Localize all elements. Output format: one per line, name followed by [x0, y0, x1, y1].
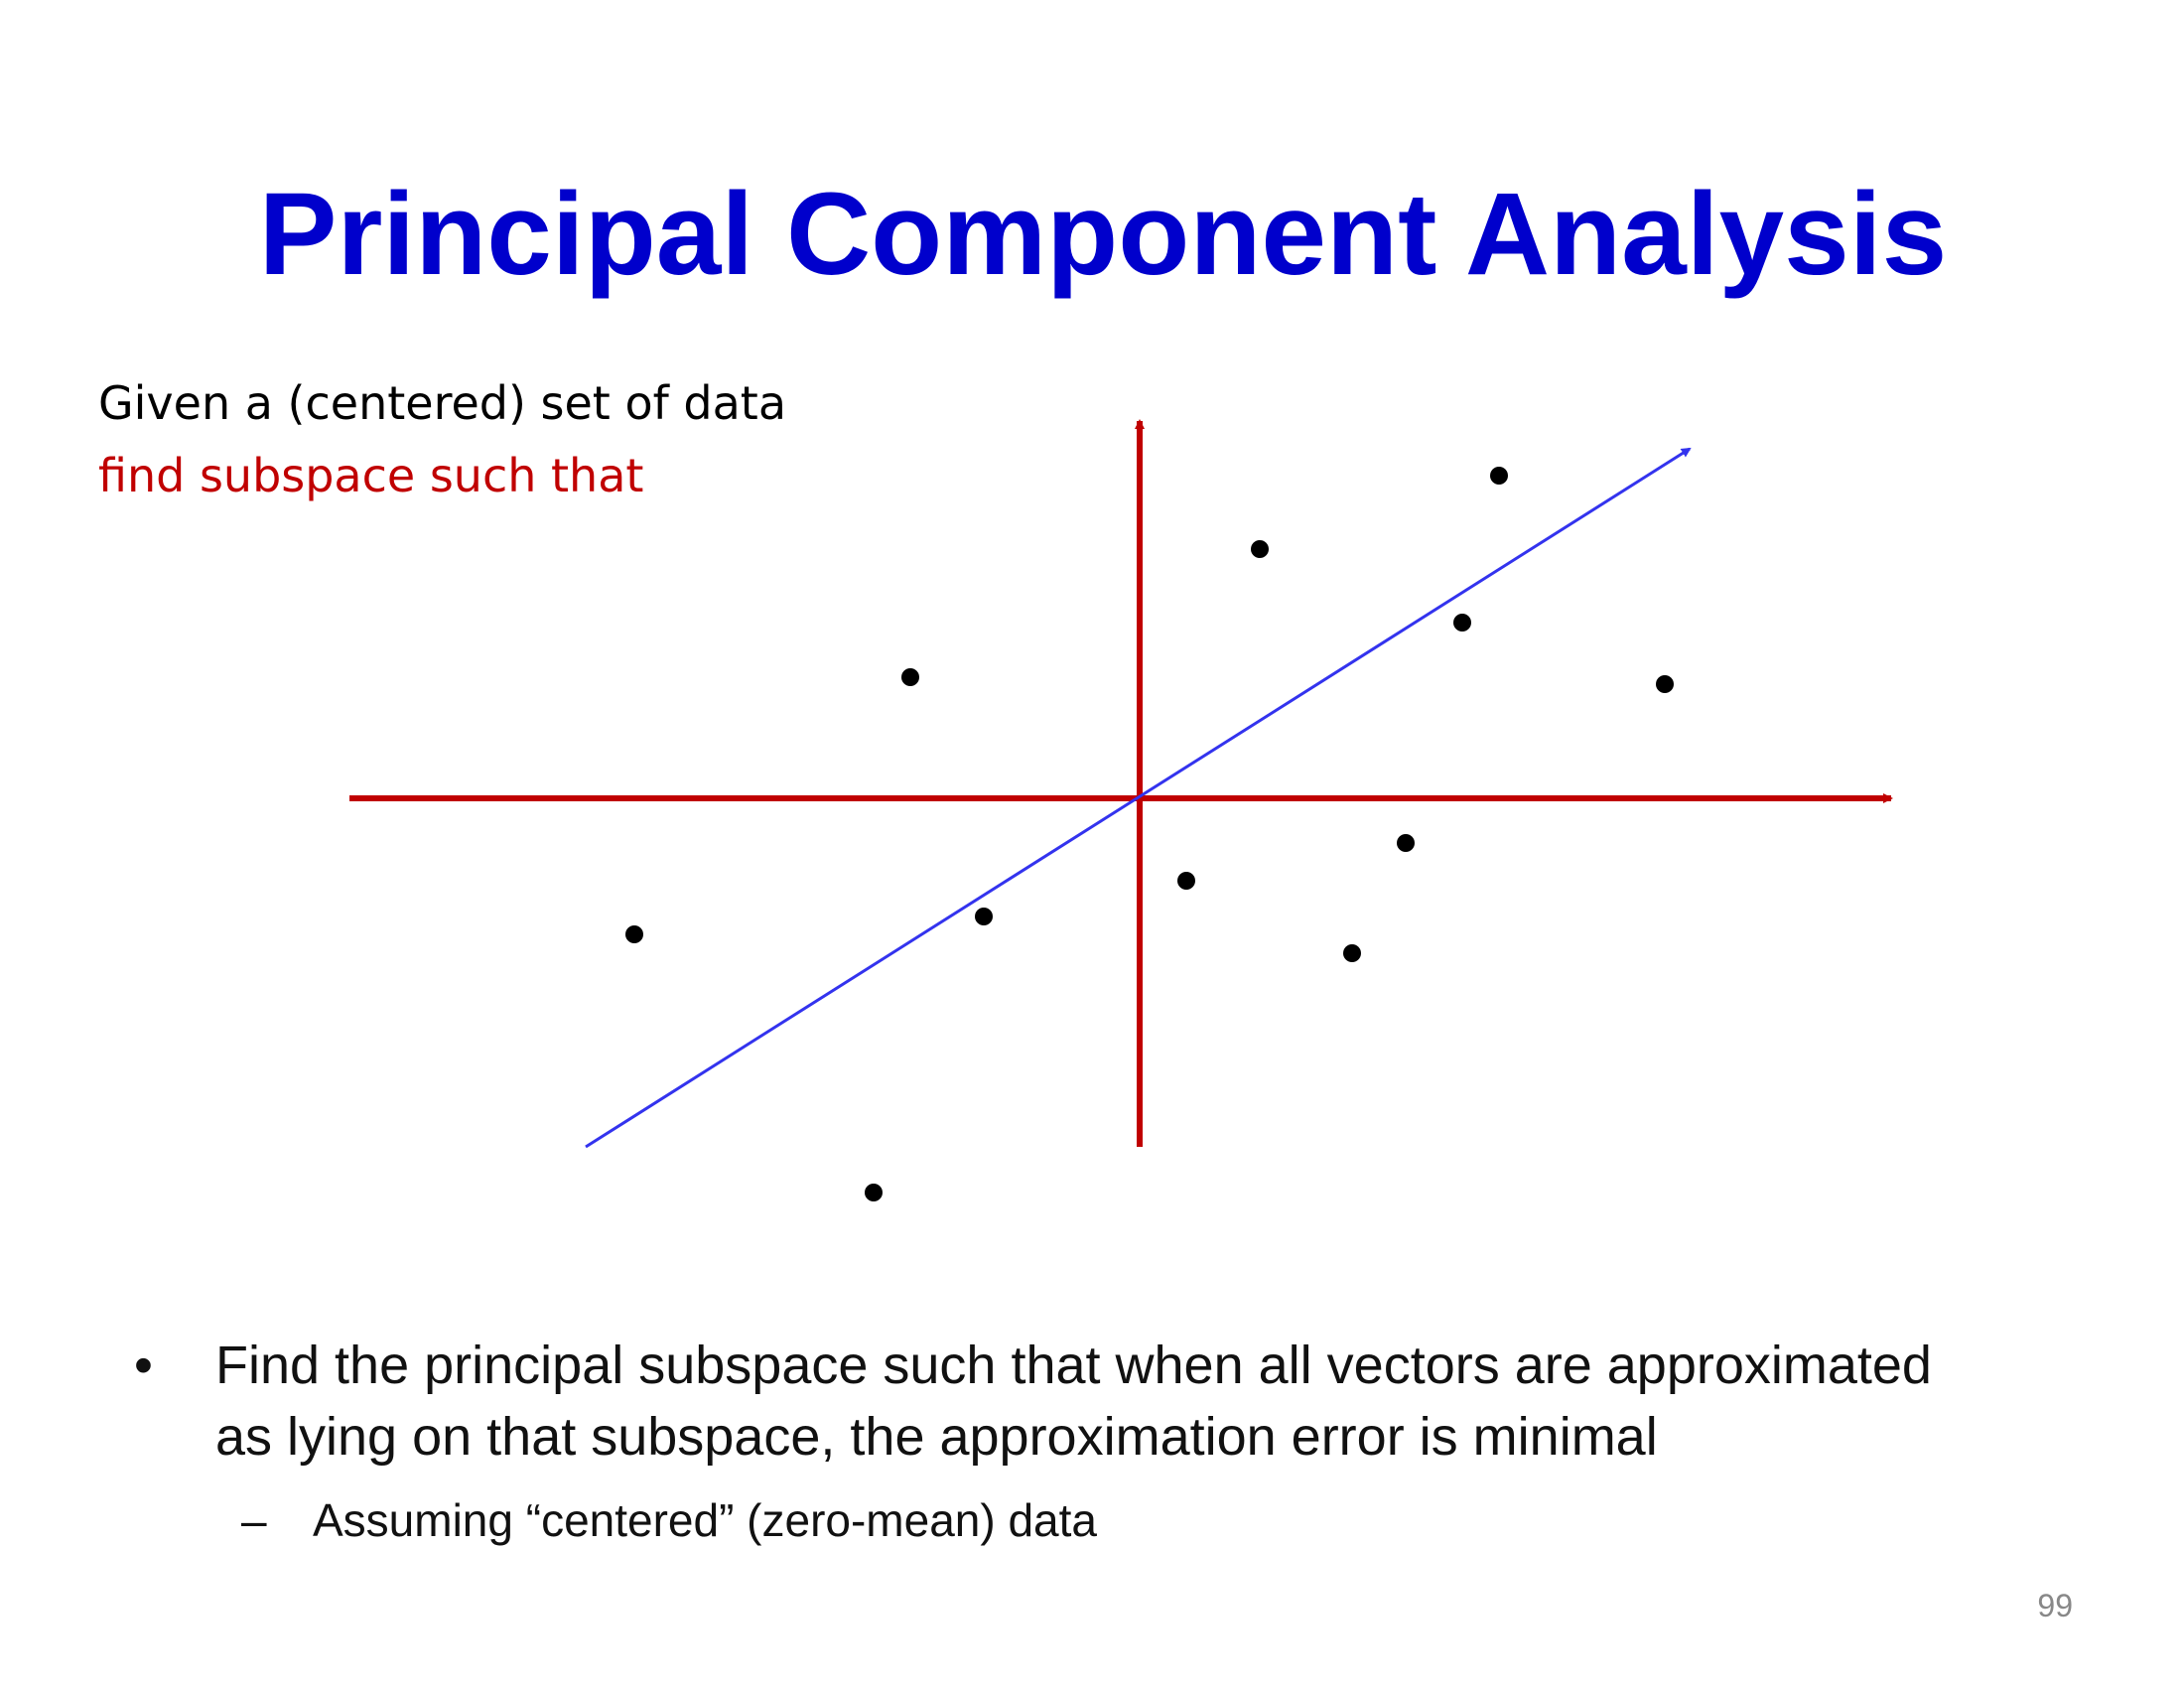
- principal-direction: [585, 447, 1692, 1149]
- point: [1251, 540, 1269, 558]
- point: [1397, 834, 1415, 852]
- title: Principal Component Analysis: [259, 169, 1947, 300]
- point: [1177, 872, 1195, 890]
- data-points: [625, 467, 1674, 1201]
- bullet-marker: •: [134, 1336, 153, 1395]
- page-number: 99: [2037, 1588, 2073, 1623]
- bullet-text: as lying on that subspace, the approxima…: [215, 1407, 1658, 1467]
- point: [625, 925, 643, 943]
- intro-line: find subspace such that: [98, 449, 643, 502]
- point: [901, 668, 919, 686]
- point: [975, 908, 993, 925]
- point: [1453, 614, 1471, 632]
- point: [1656, 675, 1674, 693]
- point: [1490, 467, 1508, 485]
- point: [1343, 944, 1361, 962]
- intro-line: Given a (centered) set of data: [98, 376, 786, 430]
- sub-bullet-text: Assuming “centered” (zero-mean) data: [313, 1494, 1097, 1546]
- point: [865, 1184, 883, 1201]
- sub-bullet-marker: –: [241, 1494, 267, 1546]
- diagram: [349, 419, 1893, 1201]
- bullet-text: Find the principal subspace such that wh…: [215, 1336, 1932, 1395]
